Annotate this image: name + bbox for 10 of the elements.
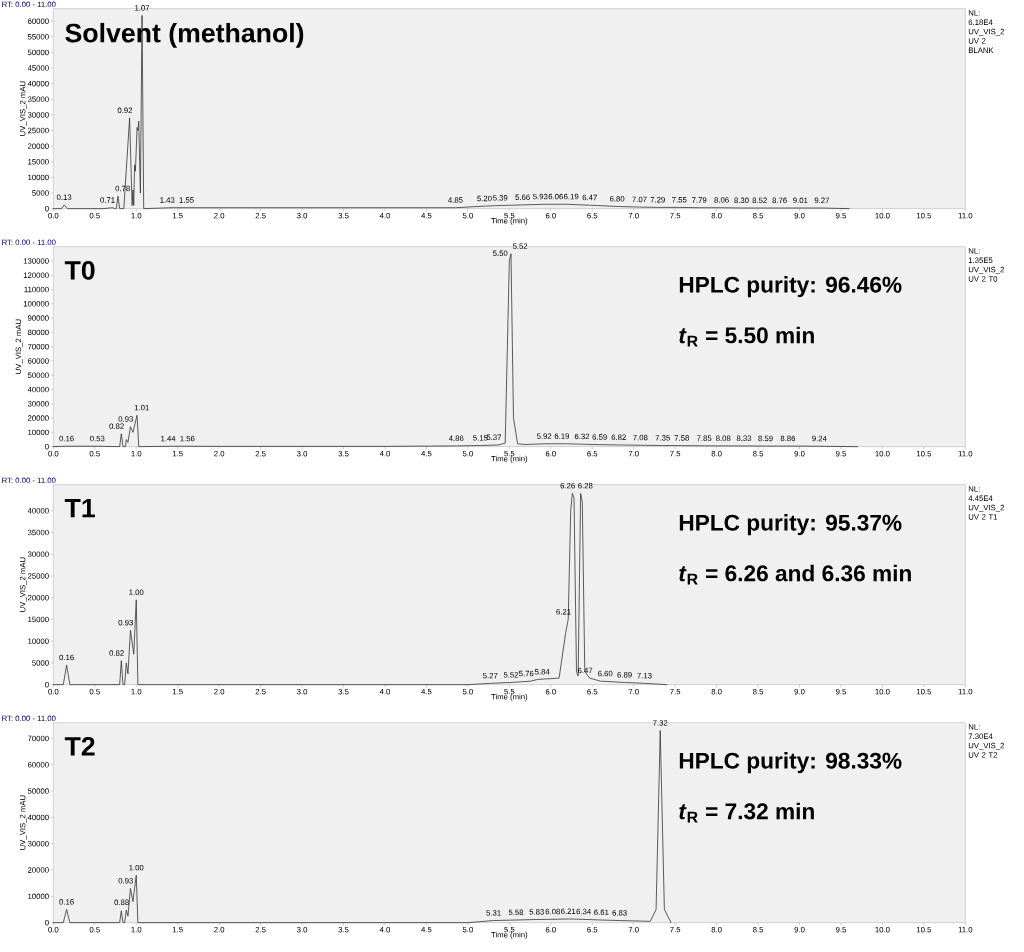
chart-title: T2 bbox=[64, 736, 95, 756]
annotation: HPLC purity: 98.33% bbox=[679, 752, 902, 774]
annotation: HPLC purity: 95.37% bbox=[679, 514, 902, 536]
annotation: t$_{R}$ = 6.26 and 6.36 min bbox=[679, 564, 911, 585]
chart-title: T0 bbox=[64, 260, 95, 280]
chart-title: T1 bbox=[64, 498, 95, 518]
text: Solvent (methanol) bbox=[65, 22, 304, 48]
annotation: t$_{R}$ = 7.32 min bbox=[679, 802, 814, 823]
annotation: t$_{R}$ = 5.50 min bbox=[679, 326, 814, 347]
annotation: HPLC purity: 96.46% bbox=[679, 276, 902, 298]
